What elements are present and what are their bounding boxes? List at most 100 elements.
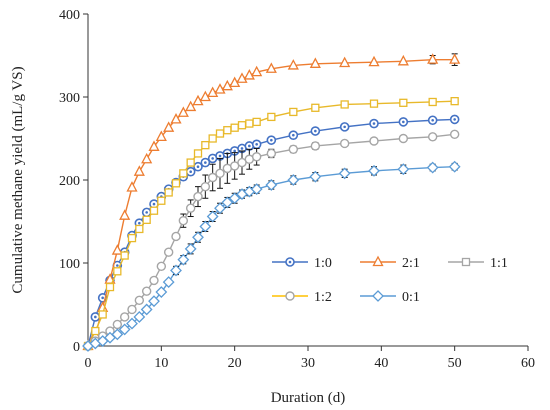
- data-point: [369, 99, 379, 108]
- data-point: [310, 141, 321, 151]
- data-point: [368, 164, 380, 177]
- data-point: [215, 168, 225, 179]
- data-point: [111, 244, 123, 255]
- legend-item-0: 1:0: [272, 256, 332, 271]
- data-point: [155, 286, 168, 298]
- data-point: [113, 267, 122, 276]
- data-point: [206, 210, 219, 223]
- data-point-dot: [292, 133, 295, 137]
- data-point-dot: [94, 315, 97, 319]
- data-point: [252, 117, 261, 127]
- legend-marker-dot: [288, 260, 292, 264]
- data-point: [141, 286, 152, 296]
- data-point: [214, 202, 226, 215]
- data-point: [135, 224, 144, 234]
- x-tick-label: 0: [85, 356, 92, 371]
- x-tick-label: 40: [374, 356, 388, 371]
- data-point-dot: [314, 129, 317, 133]
- data-point-dot: [453, 118, 456, 121]
- data-point: [155, 130, 167, 141]
- data-point: [288, 144, 299, 154]
- data-point: [251, 65, 263, 77]
- data-point: [148, 295, 160, 308]
- data-point: [199, 220, 212, 233]
- data-point: [339, 138, 350, 149]
- data-point: [105, 282, 115, 292]
- data-point: [193, 191, 203, 202]
- data-point: [207, 86, 219, 97]
- data-point: [120, 251, 129, 260]
- series-2-1-1: [82, 53, 461, 351]
- data-point-dot: [431, 118, 434, 122]
- legend-label: 2:1: [402, 256, 420, 271]
- data-point: [450, 97, 459, 106]
- legend-marker: [461, 257, 471, 267]
- data-point: [164, 188, 173, 197]
- legend-label: 0:1: [402, 290, 420, 305]
- data-point: [245, 119, 254, 128]
- data-point: [230, 123, 239, 132]
- data-point: [448, 160, 461, 173]
- data-point: [201, 140, 210, 150]
- data-point: [338, 167, 351, 180]
- data-point-dot: [255, 143, 258, 146]
- legend-item-4: 0:1: [360, 290, 420, 305]
- y-tick-label: 300: [59, 91, 80, 106]
- data-point: [118, 323, 131, 336]
- data-point: [149, 275, 159, 286]
- data-point: [427, 53, 439, 64]
- legend-marker: [372, 290, 384, 302]
- data-point-dot: [189, 170, 192, 173]
- data-point: [126, 317, 138, 330]
- x-tick-label: 30: [301, 356, 315, 371]
- data-point: [397, 54, 409, 66]
- data-point: [223, 126, 232, 135]
- data-point: [170, 264, 182, 277]
- legend-item-2: 1:1: [448, 256, 508, 271]
- data-point: [178, 215, 189, 226]
- data-point: [229, 161, 240, 171]
- data-point: [133, 311, 146, 323]
- data-point: [340, 100, 349, 109]
- data-point: [171, 179, 181, 188]
- data-point: [119, 209, 131, 220]
- data-point: [369, 136, 379, 146]
- data-point: [208, 134, 217, 143]
- legend-marker: [372, 255, 384, 267]
- data-point-dot: [270, 138, 273, 142]
- data-point: [111, 328, 124, 341]
- data-point: [142, 215, 151, 224]
- data-point: [171, 231, 181, 242]
- data-point: [91, 326, 100, 336]
- data-point: [127, 304, 137, 315]
- y-tick-label: 0: [73, 340, 80, 355]
- data-point-dot: [211, 157, 214, 160]
- legend-marker: [285, 291, 295, 301]
- x-tick-label: 60: [521, 356, 535, 371]
- data-point: [200, 181, 211, 192]
- data-point-dot: [240, 147, 244, 150]
- legend-label: 1:1: [490, 256, 508, 271]
- data-point-dot: [204, 161, 207, 164]
- data-point: [157, 196, 166, 205]
- data-point: [177, 253, 190, 266]
- y-axis-title: Cumulative methane yield (mL/g VS): [10, 66, 26, 293]
- data-point: [193, 149, 203, 158]
- data-point: [266, 148, 277, 159]
- data-point: [127, 233, 137, 243]
- x-tick-label: 20: [228, 356, 242, 371]
- data-point: [126, 181, 138, 192]
- data-point: [228, 192, 241, 205]
- data-point: [156, 261, 167, 272]
- data-point: [287, 174, 300, 186]
- legend-item-3: 1:2: [272, 290, 332, 305]
- data-point: [251, 152, 262, 162]
- y-tick-label: 400: [59, 8, 80, 23]
- data-point: [236, 72, 248, 83]
- series-layer: [82, 53, 461, 352]
- data-point: [163, 247, 174, 257]
- data-point: [185, 100, 197, 112]
- x-axis-title: Duration (d): [271, 390, 346, 406]
- data-point: [163, 121, 175, 132]
